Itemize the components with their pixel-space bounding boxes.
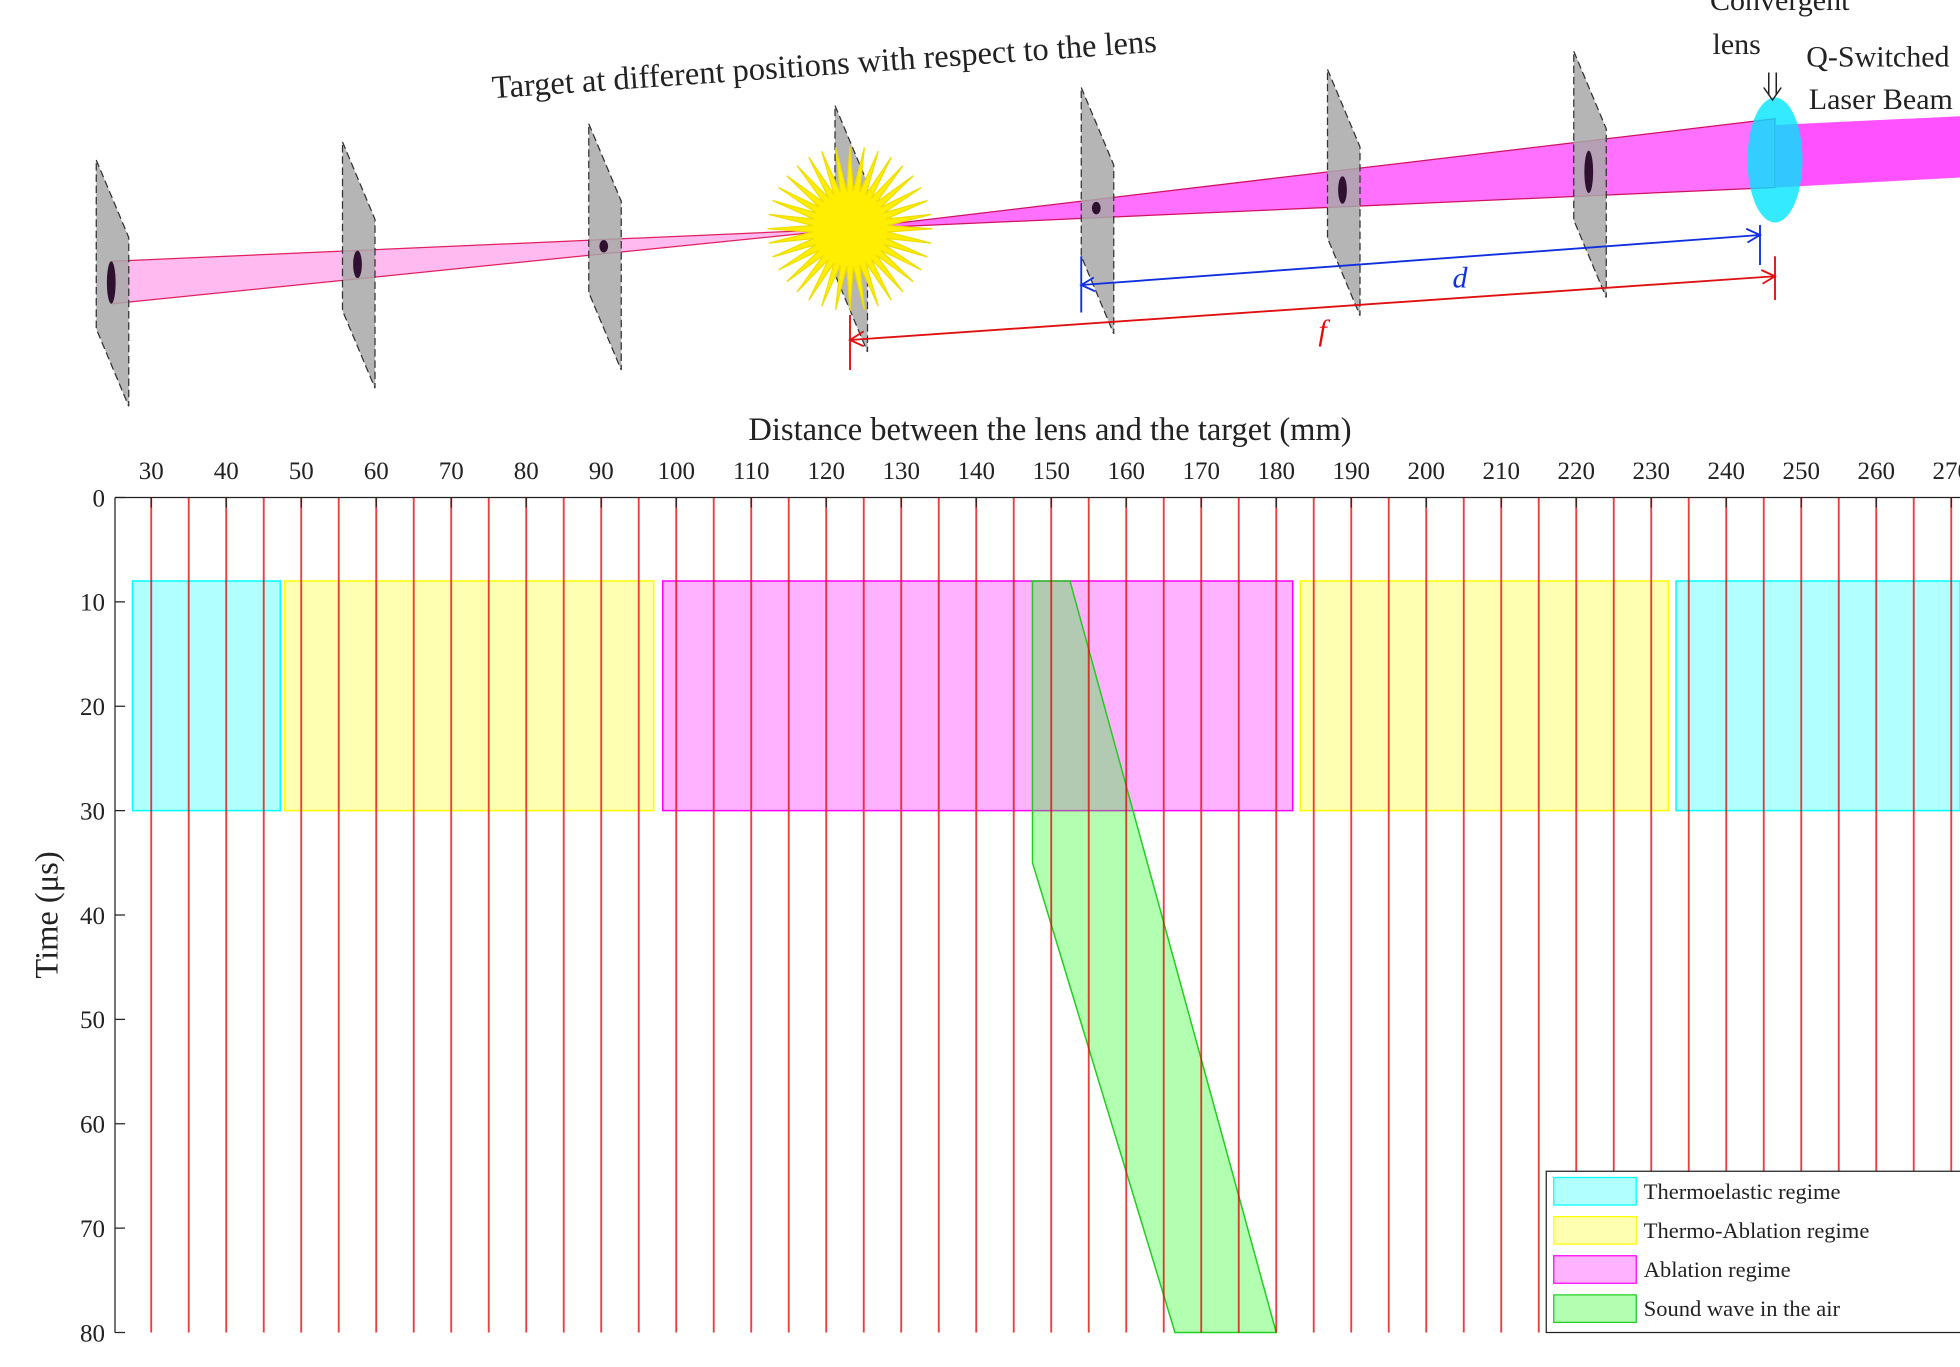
y-tick-label: 0 [93, 485, 106, 512]
beam-spot [106, 261, 116, 304]
x-tick-label: 260 [1857, 458, 1895, 485]
y-tick-label: 80 [80, 1320, 105, 1347]
lens-label: lens [1713, 28, 1761, 61]
setup-diagram: d f Target at different positions with r… [95, 0, 1960, 407]
x-tick-label: 190 [1332, 458, 1370, 485]
y-axis-label: Time (μs) [30, 851, 66, 978]
f-line [849, 275, 1776, 341]
f-arrows [848, 269, 1778, 348]
x-tick-label: 30 [139, 458, 164, 485]
regime-region [283, 580, 655, 812]
beam-converging [849, 118, 1776, 230]
beam-spot [1338, 176, 1347, 204]
legend-box [1545, 1170, 1960, 1334]
regime-region [1299, 580, 1670, 812]
beam-label: Q-Switched [1806, 40, 1949, 73]
x-tick-label: 210 [1482, 458, 1520, 485]
x-tick-label: 150 [1032, 458, 1070, 485]
legend-swatch [1553, 1255, 1637, 1284]
x-tick-label: 250 [1782, 458, 1820, 485]
regime-region [661, 580, 1294, 812]
y-tick-label: 70 [80, 1216, 105, 1243]
x-tick-label: 180 [1257, 458, 1295, 485]
y-tick-label: 30 [80, 798, 105, 825]
diagram-caption: Target at different positions with respe… [491, 24, 1158, 106]
beam-spot [599, 240, 609, 253]
y-tick-label: 10 [80, 590, 105, 617]
laser-beam [1775, 116, 1960, 188]
legend-label: Ablation regime [1644, 1257, 1791, 1282]
legend-swatch [1553, 1216, 1637, 1245]
x-tick-label: 70 [439, 458, 464, 485]
plot: 30 40 50 60 70 80 90 100 110 120 130 140 150 160 170 18… [30, 412, 1960, 1347]
lens-label: Convergent [1710, 0, 1850, 17]
beam-spot [353, 250, 362, 279]
y-tick-label: 50 [80, 1007, 105, 1034]
d-line [1081, 234, 1761, 286]
x-tick-label: 230 [1632, 458, 1670, 485]
beam-spot [1584, 150, 1594, 194]
f-label: f [1318, 314, 1330, 347]
d-arrows [1079, 227, 1763, 293]
x-tick-label: 40 [214, 458, 239, 485]
x-tick-label: 240 [1707, 458, 1745, 485]
x-axis-label: Distance between the lens and the target… [748, 412, 1351, 448]
x-tick-label: 270 [1932, 458, 1960, 485]
x-tick-label: 220 [1557, 458, 1595, 485]
beam-diverging [111, 228, 851, 305]
x-tick-label: 100 [657, 458, 695, 485]
lens-arrow [1763, 72, 1782, 102]
legend-label: Sound wave in the air [1644, 1296, 1841, 1321]
x-tick-label: 130 [882, 458, 920, 485]
x-tick-label: 50 [289, 458, 314, 485]
legend-label: Thermo-Ablation regime [1644, 1218, 1870, 1243]
y-tick-label: 20 [80, 694, 105, 721]
x-tick-label: 170 [1182, 458, 1220, 485]
x-tick-label: 160 [1107, 458, 1145, 485]
x-tick-label: 60 [364, 458, 389, 485]
x-tick-label: 140 [957, 458, 995, 485]
regime-region [1675, 580, 1960, 812]
x-tick-label: 80 [514, 458, 539, 485]
y-tick-label: 40 [80, 903, 105, 930]
legend-swatch [1553, 1176, 1637, 1206]
x-tick-label: 200 [1407, 458, 1445, 485]
lens [1747, 97, 1803, 223]
legend-swatch [1553, 1294, 1637, 1324]
sound-wave-region [1031, 580, 1278, 1334]
regime-region [131, 580, 281, 812]
legend-label: Thermoelastic regime [1644, 1179, 1841, 1204]
x-tick-label: 90 [589, 458, 614, 485]
beam-label: Laser Beam [1809, 83, 1953, 116]
beam-spot [1091, 201, 1101, 215]
x-tick-label: 120 [807, 458, 845, 485]
spark [767, 146, 933, 312]
y-tick-label: 60 [80, 1112, 105, 1139]
d-label: d [1453, 262, 1469, 295]
x-tick-label: 110 [733, 458, 770, 485]
